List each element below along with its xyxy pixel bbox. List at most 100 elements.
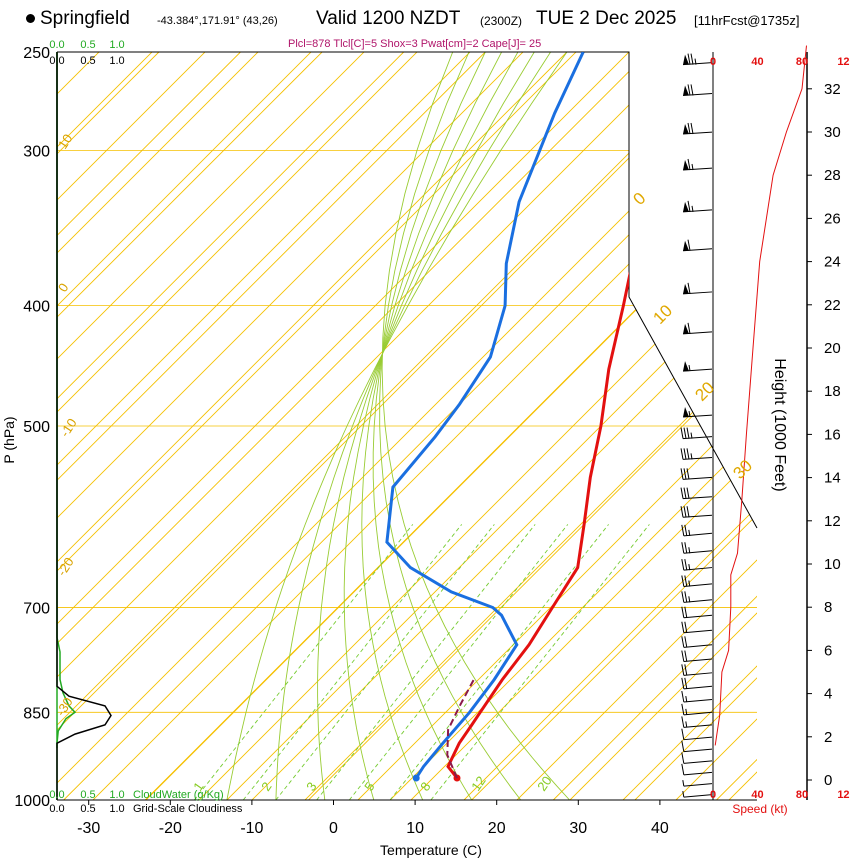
forecast-info: [11hrFcst@1735z] (694, 13, 800, 28)
cloud-water-profile (56, 52, 77, 800)
speed-tick-top: 0 (710, 56, 716, 68)
wind-barb (682, 239, 713, 252)
height-tick-label: 8 (824, 599, 832, 616)
station-marker-icon (26, 14, 35, 23)
speed-tick-top: 80 (796, 56, 808, 68)
speed-tick-bottom: 0 (710, 789, 716, 801)
isotherm-line (57, 52, 568, 800)
dry-adiabat-line (57, 52, 642, 800)
height-axis-label: Height (1000 Feet) (771, 358, 788, 491)
isotherm-line (57, 52, 649, 800)
dry-adiabat-line (57, 52, 324, 800)
dry-adiabat-line (57, 52, 430, 800)
temp-tick-label: 10 (406, 820, 424, 837)
mixing-ratio-label: 5 (361, 779, 377, 794)
dry-adiabat-line (57, 52, 271, 800)
temp-tick-label: -30 (77, 820, 100, 837)
chart-frame-top (57, 51, 758, 529)
wind-barb (681, 524, 713, 537)
height-tick-label: 24 (824, 254, 841, 271)
moist-adiabat-line (275, 52, 551, 800)
wind-barb (682, 84, 713, 96)
speed-tick-bottom: 80 (796, 789, 808, 801)
isotherm-line (308, 52, 757, 800)
parcel-profile (446, 679, 475, 779)
dewpoint-profile (385, 52, 585, 779)
dry-adiabat-line (569, 52, 757, 800)
speed-tick-bottom: 120 (837, 789, 850, 801)
mixing-ratio-line (193, 524, 414, 800)
wind-barb (682, 361, 713, 372)
mixing-ratio-line (430, 524, 650, 800)
speed-axis-label: Speed (kt) (732, 802, 787, 816)
height-tick-label: 4 (824, 686, 832, 703)
moist-adiabat-line (361, 52, 502, 800)
temp-tick-label: -10 (240, 820, 263, 837)
dry-adiabat-line (145, 52, 757, 800)
temp-tick-label: 30 (569, 820, 587, 837)
wind-barb (681, 606, 713, 619)
dry-adiabat-line (463, 52, 757, 800)
pressure-tick-label: 700 (23, 601, 50, 618)
height-tick-label: 0 (824, 772, 832, 789)
isotherm-line (57, 52, 323, 800)
isotherm-line (552, 52, 757, 800)
cloudiness-tick-bottom: 0.5 (80, 803, 95, 815)
pressure-tick-label: 300 (23, 143, 50, 160)
wind-barb (680, 427, 713, 440)
dry-adiabat-label: 30 (729, 456, 756, 483)
wind-barb (681, 650, 713, 663)
wind-barb (680, 468, 713, 480)
cloud-water-tick-top: 1.0 (109, 39, 124, 51)
cloud-water-tick-bottom: 0.5 (80, 789, 95, 801)
moist-adiabat-line (381, 52, 570, 800)
wind-barb (681, 763, 713, 776)
dry-adiabat-line (251, 52, 757, 800)
isotherm-line (57, 52, 405, 800)
dry-adiabat-line (57, 52, 536, 800)
mixing-ratio-line (242, 524, 463, 800)
height-tick-label: 10 (824, 556, 841, 573)
wind-barb (681, 559, 713, 571)
temp-tick-label: 40 (651, 820, 669, 837)
height-tick-label: 6 (824, 642, 832, 659)
mixing-ratio-label: 12 (468, 773, 489, 793)
isotherm-line (57, 52, 486, 800)
valid-time-utc: (2300Z) (480, 14, 523, 28)
height-tick-label: 16 (824, 426, 841, 443)
wind-barb (681, 636, 713, 648)
cloudiness-tick-bottom: 1.0 (109, 803, 124, 815)
mixing-ratio-line (389, 524, 609, 800)
dry-adiabat-line (304, 52, 757, 800)
valid-date: TUE 2 Dec 2025 (536, 8, 677, 29)
wind-barb (682, 122, 713, 135)
pressure-tick-label: 1000 (14, 793, 50, 810)
cloudiness-profile (56, 52, 112, 800)
cloud-water-tick-top: 0.5 (80, 39, 95, 51)
dry-adiabat-label: 0 (629, 189, 649, 209)
height-tick-label: 2 (824, 729, 832, 746)
mixing-ratio-line (275, 524, 495, 800)
y-axis-label: P (hPa) (1, 416, 17, 463)
skew-isotherm-label: 10 (55, 131, 75, 151)
dry-adiabat-line (410, 52, 757, 800)
wind-barb (682, 407, 713, 418)
height-tick-label: 12 (824, 513, 841, 530)
wind-barb (681, 621, 713, 634)
dry-adiabat-line (57, 52, 218, 800)
wind-barb (682, 780, 713, 787)
dry-adiabat-label: 20 (691, 378, 718, 405)
speed-tick-top: 40 (751, 56, 763, 68)
dry-adiabat-line (57, 52, 695, 800)
dry-adiabat-line (516, 52, 757, 800)
cloud-water-tick-bottom: 1.0 (109, 789, 124, 801)
cloudiness-tick-top: 0.5 (80, 55, 95, 67)
height-tick-label: 14 (824, 470, 841, 487)
wind-barb (681, 703, 713, 716)
wind-barb (681, 728, 713, 741)
dry-adiabat-line (782, 40, 850, 800)
dry-adiabat-line (57, 52, 748, 800)
wind-barb (682, 53, 713, 66)
speed-tick-top: 120 (837, 56, 850, 68)
